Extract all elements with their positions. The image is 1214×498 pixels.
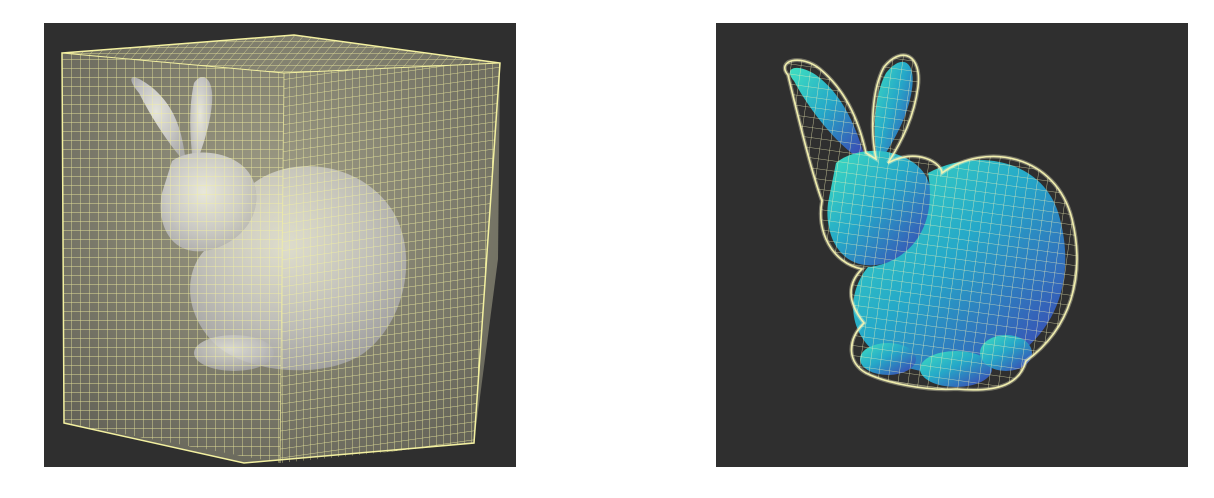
adaptive-voxel-grid-render <box>716 23 1188 467</box>
dense-voxel-grid-render <box>44 23 516 467</box>
dense-voxel-grid-image <box>44 23 516 467</box>
adaptive-voxel-grid-image <box>716 23 1188 467</box>
surface-voxel-grid <box>782 53 1079 392</box>
voxel-cube <box>61 34 501 464</box>
